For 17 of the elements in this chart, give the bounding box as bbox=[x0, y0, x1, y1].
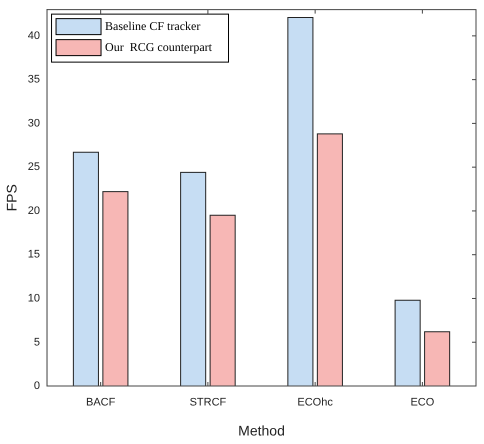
x-axis-title: Method bbox=[238, 422, 285, 438]
y-tick-label: 20 bbox=[28, 204, 40, 217]
y-tick-label: 10 bbox=[28, 292, 40, 304]
y-tick-label: 25 bbox=[28, 161, 40, 174]
y-tick-label: 40 bbox=[28, 30, 40, 42]
legend-label: Baseline CF tracker bbox=[105, 18, 200, 33]
y-tick-label: 30 bbox=[28, 117, 40, 130]
y-tick-label: 15 bbox=[28, 248, 40, 261]
x-tick-label: ECO bbox=[410, 396, 435, 409]
x-tick-label: ECOhc bbox=[297, 396, 334, 409]
x-tick-label: STRCF bbox=[190, 396, 227, 409]
legend-label: Our RCG counterpart bbox=[105, 40, 213, 54]
y-axis-title: FPS bbox=[3, 184, 20, 212]
x-tick-label: BACF bbox=[86, 396, 116, 409]
y-tick-label: 0 bbox=[34, 380, 40, 392]
y-tick-label: 35 bbox=[28, 74, 40, 86]
y-tick-label: 5 bbox=[34, 336, 40, 348]
